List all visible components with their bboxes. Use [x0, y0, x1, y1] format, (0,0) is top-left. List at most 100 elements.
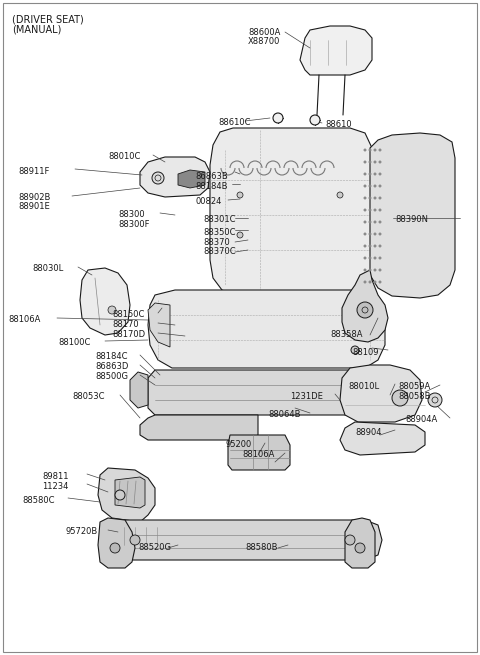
Bar: [436, 271, 447, 284]
Circle shape: [152, 172, 164, 184]
Bar: [422, 254, 433, 267]
Bar: [394, 169, 405, 182]
Bar: [422, 152, 433, 165]
Circle shape: [364, 173, 366, 175]
Circle shape: [428, 393, 442, 407]
Bar: [436, 152, 447, 165]
Circle shape: [364, 233, 366, 235]
Bar: [394, 186, 405, 199]
Polygon shape: [98, 518, 135, 568]
Bar: [436, 220, 447, 233]
Bar: [380, 254, 391, 267]
Text: 88350C: 88350C: [203, 228, 236, 237]
Bar: [408, 186, 419, 199]
Text: 88390N: 88390N: [395, 215, 428, 224]
Circle shape: [364, 196, 366, 199]
Circle shape: [374, 160, 376, 163]
Circle shape: [369, 160, 371, 163]
Polygon shape: [370, 133, 455, 298]
Text: 86863D: 86863D: [95, 362, 128, 371]
Polygon shape: [340, 422, 425, 455]
Bar: [315, 387, 350, 399]
Text: 88904: 88904: [355, 428, 382, 437]
Circle shape: [237, 232, 243, 238]
Circle shape: [392, 390, 408, 406]
Bar: [270, 387, 305, 399]
Text: 88610C: 88610C: [218, 118, 251, 127]
Bar: [422, 237, 433, 250]
Text: 88358A: 88358A: [330, 330, 362, 339]
Circle shape: [364, 257, 366, 259]
Text: 88150C: 88150C: [112, 310, 144, 319]
Circle shape: [364, 160, 366, 163]
Text: 88170: 88170: [112, 320, 139, 329]
Text: 88370C: 88370C: [203, 247, 236, 256]
Bar: [408, 237, 419, 250]
Text: 88184C: 88184C: [95, 352, 128, 361]
Text: 88904A: 88904A: [405, 415, 437, 424]
Text: 88058B: 88058B: [398, 392, 431, 401]
Circle shape: [374, 269, 376, 271]
Bar: [180, 387, 215, 399]
Bar: [436, 186, 447, 199]
Bar: [436, 237, 447, 250]
Circle shape: [115, 490, 125, 500]
Bar: [380, 271, 391, 284]
Polygon shape: [228, 435, 290, 470]
Circle shape: [369, 269, 371, 271]
Bar: [422, 203, 433, 216]
Circle shape: [379, 269, 381, 271]
Circle shape: [379, 209, 381, 211]
Circle shape: [369, 245, 371, 247]
Polygon shape: [382, 372, 400, 408]
Polygon shape: [98, 468, 155, 522]
Polygon shape: [115, 477, 145, 508]
Circle shape: [379, 281, 381, 283]
Circle shape: [337, 192, 343, 198]
Bar: [380, 152, 391, 165]
Circle shape: [374, 185, 376, 187]
Text: 88053C: 88053C: [72, 392, 105, 401]
Circle shape: [351, 346, 359, 354]
Text: 88300: 88300: [118, 210, 144, 219]
Text: 88106A: 88106A: [242, 450, 275, 459]
Bar: [436, 169, 447, 182]
Text: 88106A: 88106A: [8, 315, 40, 324]
Text: 00824: 00824: [195, 197, 221, 206]
Bar: [394, 203, 405, 216]
Circle shape: [374, 196, 376, 199]
Circle shape: [379, 233, 381, 235]
Text: 89811: 89811: [42, 472, 69, 481]
Circle shape: [374, 221, 376, 223]
Bar: [380, 237, 391, 250]
Text: 88370: 88370: [203, 238, 230, 247]
Text: 95200: 95200: [226, 440, 252, 449]
Circle shape: [237, 192, 243, 198]
Circle shape: [369, 173, 371, 175]
Bar: [394, 254, 405, 267]
Circle shape: [369, 149, 371, 151]
Bar: [436, 203, 447, 216]
Text: 95720B: 95720B: [65, 527, 97, 536]
Polygon shape: [342, 270, 388, 342]
Bar: [422, 220, 433, 233]
Circle shape: [364, 269, 366, 271]
Bar: [408, 203, 419, 216]
Bar: [380, 203, 391, 216]
Polygon shape: [148, 370, 382, 415]
Bar: [408, 220, 419, 233]
Text: 88184B: 88184B: [195, 182, 228, 191]
Circle shape: [364, 221, 366, 223]
Circle shape: [374, 173, 376, 175]
Circle shape: [355, 543, 365, 553]
Text: 88500G: 88500G: [95, 372, 128, 381]
Text: 88901E: 88901E: [18, 202, 50, 211]
Bar: [408, 271, 419, 284]
Circle shape: [369, 233, 371, 235]
Circle shape: [369, 257, 371, 259]
Bar: [394, 237, 405, 250]
Bar: [380, 186, 391, 199]
Bar: [380, 169, 391, 182]
Polygon shape: [148, 303, 170, 347]
Circle shape: [369, 221, 371, 223]
